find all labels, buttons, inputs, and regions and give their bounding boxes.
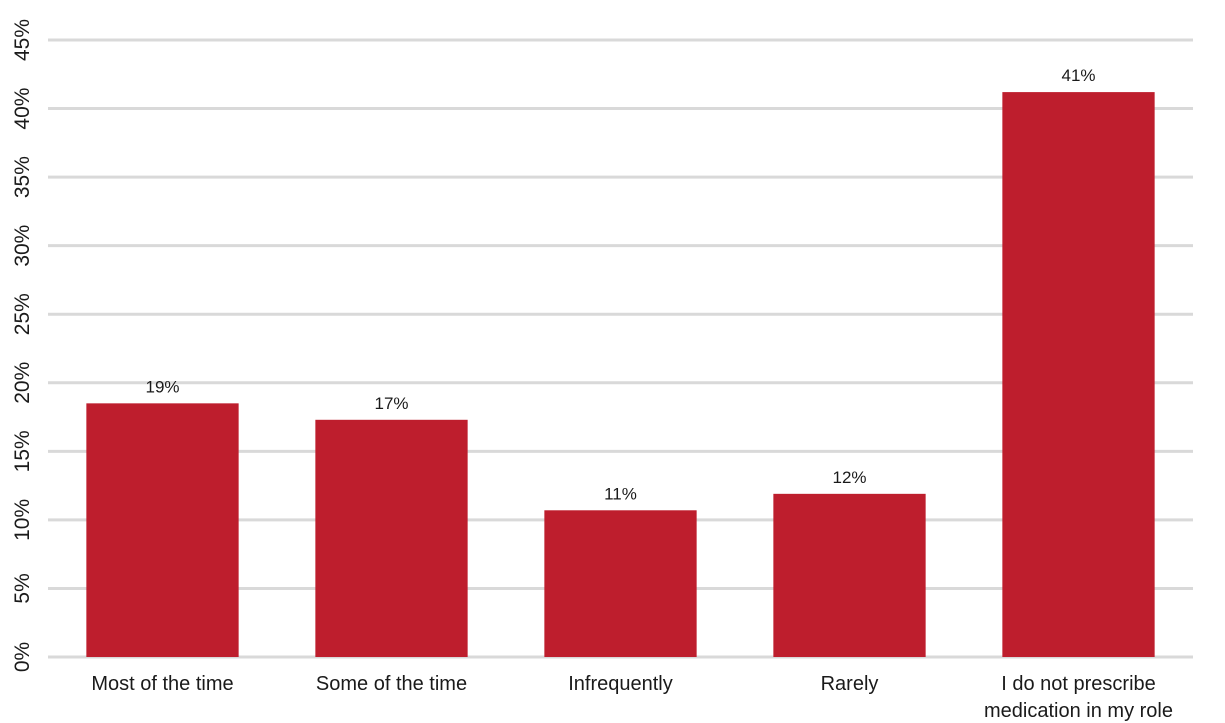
data-label: 17% — [374, 394, 408, 413]
category-label: Infrequently — [568, 673, 673, 695]
category-label: I do not prescribe — [1001, 673, 1156, 695]
y-tick-label: 30% — [11, 225, 34, 267]
category-label: medication in my role — [984, 700, 1173, 722]
y-tick-label: 5% — [11, 573, 34, 603]
gridlines — [48, 38, 1193, 659]
category-label: Rarely — [821, 673, 879, 695]
y-tick-label: 25% — [11, 293, 34, 335]
y-axis-ticks: 0% 5% 10% 15% 20% 25% 30% 35% 40% 45% — [11, 19, 34, 672]
data-label: 11% — [604, 484, 637, 503]
data-label: 12% — [832, 468, 866, 487]
bar — [773, 493, 926, 657]
category-label: Some of the time — [316, 673, 467, 695]
category-label: Most of the time — [91, 673, 233, 695]
y-tick-label: 20% — [11, 362, 34, 404]
data-labels: 19% 17% 11% 12% 41% — [145, 66, 1095, 503]
y-tick-label: 10% — [11, 499, 34, 541]
bar — [315, 419, 468, 657]
data-label: 19% — [145, 377, 179, 396]
bars — [86, 92, 1155, 657]
y-tick-label: 0% — [11, 642, 34, 672]
data-label: 41% — [1061, 66, 1095, 85]
x-axis-categories: Most of the time Some of the time Infreque… — [91, 673, 1173, 722]
bar — [544, 510, 697, 657]
y-tick-label: 15% — [11, 430, 34, 472]
y-tick-label: 45% — [11, 19, 34, 61]
bar — [86, 403, 239, 657]
y-tick-label: 40% — [11, 88, 34, 130]
y-tick-label: 35% — [11, 156, 34, 198]
bar — [1002, 92, 1155, 657]
